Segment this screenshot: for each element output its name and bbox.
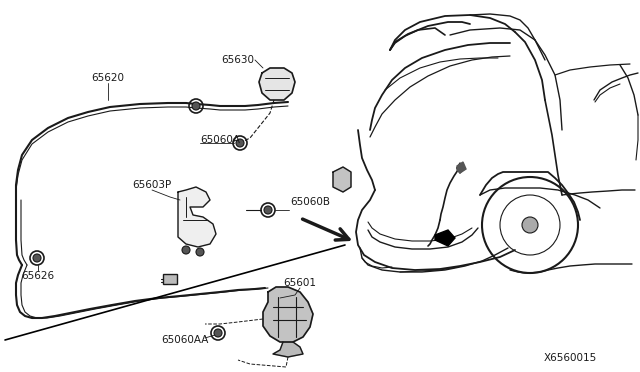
Text: 65060A: 65060A xyxy=(200,135,240,145)
Polygon shape xyxy=(263,287,313,342)
Circle shape xyxy=(33,254,41,262)
Circle shape xyxy=(196,248,204,256)
FancyBboxPatch shape xyxy=(163,274,177,284)
Text: 65060B: 65060B xyxy=(290,197,330,207)
Polygon shape xyxy=(457,162,466,173)
Polygon shape xyxy=(259,68,295,100)
Text: 65060AA: 65060AA xyxy=(161,335,209,345)
Text: 65601: 65601 xyxy=(284,278,317,288)
Polygon shape xyxy=(333,167,351,192)
Text: 65603P: 65603P xyxy=(132,180,172,190)
Polygon shape xyxy=(178,187,216,247)
Circle shape xyxy=(192,102,200,110)
Polygon shape xyxy=(273,342,303,357)
Circle shape xyxy=(264,206,272,214)
Circle shape xyxy=(236,139,244,147)
Polygon shape xyxy=(435,230,455,246)
Circle shape xyxy=(214,329,222,337)
Circle shape xyxy=(522,217,538,233)
Text: 65620: 65620 xyxy=(92,73,125,83)
Text: X6560015: X6560015 xyxy=(543,353,596,363)
Text: 65626: 65626 xyxy=(21,271,54,281)
Circle shape xyxy=(182,246,190,254)
Text: 65630: 65630 xyxy=(221,55,255,65)
